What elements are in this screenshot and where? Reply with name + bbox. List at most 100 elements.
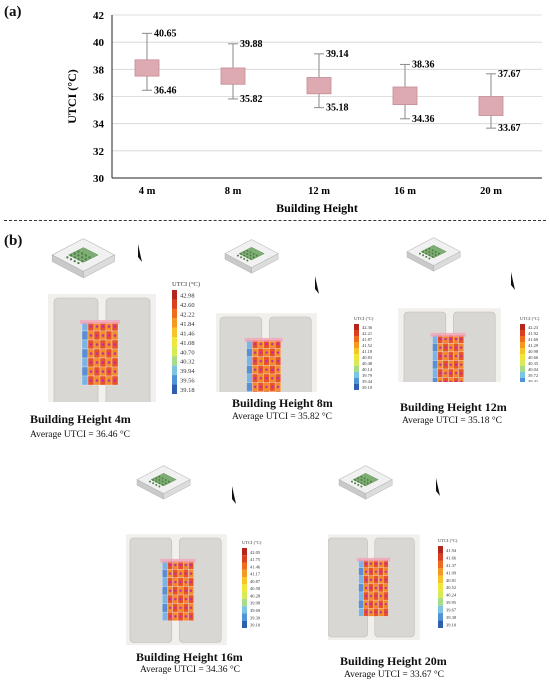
legend-swatch [242, 548, 247, 556]
panel-b-label: (b) [4, 233, 23, 249]
legend-value: 40.87 [250, 579, 261, 584]
legend-colorbar: UTCI (°C) 41.94 41.66 41.37 41.09 40.81 40.52 4… [438, 538, 458, 628]
map-average-8m: Average UTCI = 35.82 °C [232, 412, 333, 422]
legend-swatch [172, 375, 177, 385]
min-value-label: 35.18 [326, 103, 349, 114]
map-case-12m: UTCI (°C) 42.23 41.92 41.60 41.29 40.98 40.66 4… [396, 232, 546, 458]
legend-value: 39.67 [446, 608, 457, 613]
x-tick-label: 4 m [139, 186, 156, 197]
legend-value: 40.70 [180, 349, 195, 356]
legend-swatch [354, 336, 359, 342]
box-12m [306, 77, 332, 95]
map-title-4m: Building Height 4m [30, 412, 131, 426]
y-tick-label: 38 [93, 64, 105, 76]
legend-swatch [172, 299, 177, 309]
legend-swatch [520, 372, 525, 378]
min-value-label: 34.36 [412, 114, 435, 125]
legend-swatch [354, 354, 359, 360]
legend-swatch [520, 348, 525, 354]
legend-swatch [172, 384, 177, 394]
legend-swatch [438, 583, 443, 591]
legend-swatch [242, 562, 247, 570]
legend-value: 40.04 [528, 367, 539, 372]
legend-value: 40.24 [446, 593, 457, 598]
min-value-label: 33.67 [498, 123, 521, 134]
legend-swatch [520, 360, 525, 366]
north-arrow-icon [138, 244, 142, 262]
legend-swatch [242, 577, 247, 585]
legend-swatch [438, 553, 443, 561]
map-average-16m: Average UTCI = 34.36 °C [140, 665, 241, 675]
legend-swatch [520, 324, 525, 330]
legend-value: 41.87 [362, 337, 373, 342]
legend-swatch [520, 330, 525, 336]
y-tick-label: 36 [93, 92, 105, 104]
plan-view [398, 308, 501, 382]
plan-view [126, 534, 227, 645]
legend-value: 40.35 [528, 361, 539, 366]
x-axis-label: Building Height [276, 201, 358, 215]
legend-value: 42.21 [362, 331, 372, 336]
map-figure-4m: UTCI (°C) 42.98 42.60 42.22 41.84 41.46 41.08 4… [48, 238, 200, 402]
perspective-view [51, 238, 116, 279]
legend-value: 41.60 [528, 337, 539, 342]
legend-value: 41.84 [180, 321, 195, 328]
legend-value: 39.72 [528, 373, 538, 378]
min-value-label: 35.82 [240, 94, 263, 105]
legend-value: 39.18 [180, 387, 195, 394]
legend-value: 39.10 [250, 623, 261, 628]
legend-swatch [242, 591, 247, 599]
panel-a-label: (a) [4, 4, 22, 20]
box-8m [220, 67, 246, 85]
max-value-label: 38.36 [412, 59, 435, 70]
min-value-label: 36.46 [154, 85, 177, 96]
legend-value: 42.23 [528, 325, 539, 330]
legend-value: 39.95 [446, 600, 457, 605]
legend-swatch [438, 613, 443, 621]
north-arrow-icon [315, 276, 319, 294]
map-case-8m: UTCI (°C) 42.36 42.21 41.87 41.52 41.18 40.83 4… [216, 232, 376, 458]
legend-value: 40.83 [362, 355, 373, 360]
legend-swatch [172, 356, 177, 366]
y-tick-label: 32 [93, 146, 105, 158]
legend-value: 39.79 [362, 373, 373, 378]
legend-swatch [242, 555, 247, 563]
legend-value: 40.14 [362, 367, 373, 372]
box-4m [134, 59, 160, 77]
map-title-8m: Building Height 8m [232, 396, 333, 410]
legend-value: 41.17 [250, 572, 261, 577]
legend-swatch [520, 336, 525, 342]
legend-title: UTCI (°C) [354, 316, 374, 321]
legend-value: 39.44 [362, 379, 373, 384]
legend-value: 40.48 [362, 361, 373, 366]
north-arrow-icon [232, 486, 236, 504]
legend-swatch [438, 568, 443, 576]
panel-divider [4, 220, 546, 221]
legend-swatch [438, 546, 443, 554]
map-figure-16m: UTCI (°C) 42.05 41.75 41.46 41.17 40.87 40.58 4… [126, 465, 262, 645]
plan-view [216, 313, 317, 392]
y-tick-label: 30 [93, 173, 105, 185]
legend-swatch [354, 378, 359, 384]
map-title-12m: Building Height 12m [400, 400, 507, 414]
legend-swatch [354, 348, 359, 354]
map-average-4m: Average UTCI = 36.46 °C [30, 430, 131, 440]
x-tick-label: 16 m [394, 186, 416, 197]
legend-value: 42.60 [180, 302, 195, 309]
legend-colorbar: UTCI (°C)42.3642.2141.8741.5241.1840.834… [354, 316, 374, 390]
legend-value: 39.41 [528, 379, 538, 382]
legend-value: 39.69 [250, 608, 261, 613]
legend-title: UTCI (°C) [520, 316, 540, 321]
map-title-20m: Building Height 20m [340, 654, 447, 668]
legend-title: UTCI (°C) [172, 281, 200, 288]
x-tick-label: 20 m [480, 186, 502, 197]
legend-value: 41.09 [446, 570, 457, 575]
legend-swatch [520, 342, 525, 348]
legend-value: 41.46 [180, 330, 195, 337]
box-plot-chart: 30 32 34 36 38 40 42 UTCI (°C) Building Height 40… [65, 10, 542, 215]
legend-value: 41.18 [362, 349, 373, 354]
legend-colorbar: UTCI (°C)42.2341.9241.6041.2940.9840.664… [520, 316, 540, 382]
legend-swatch [354, 324, 359, 330]
legend-swatch [520, 378, 525, 382]
legend-swatch [520, 354, 525, 360]
